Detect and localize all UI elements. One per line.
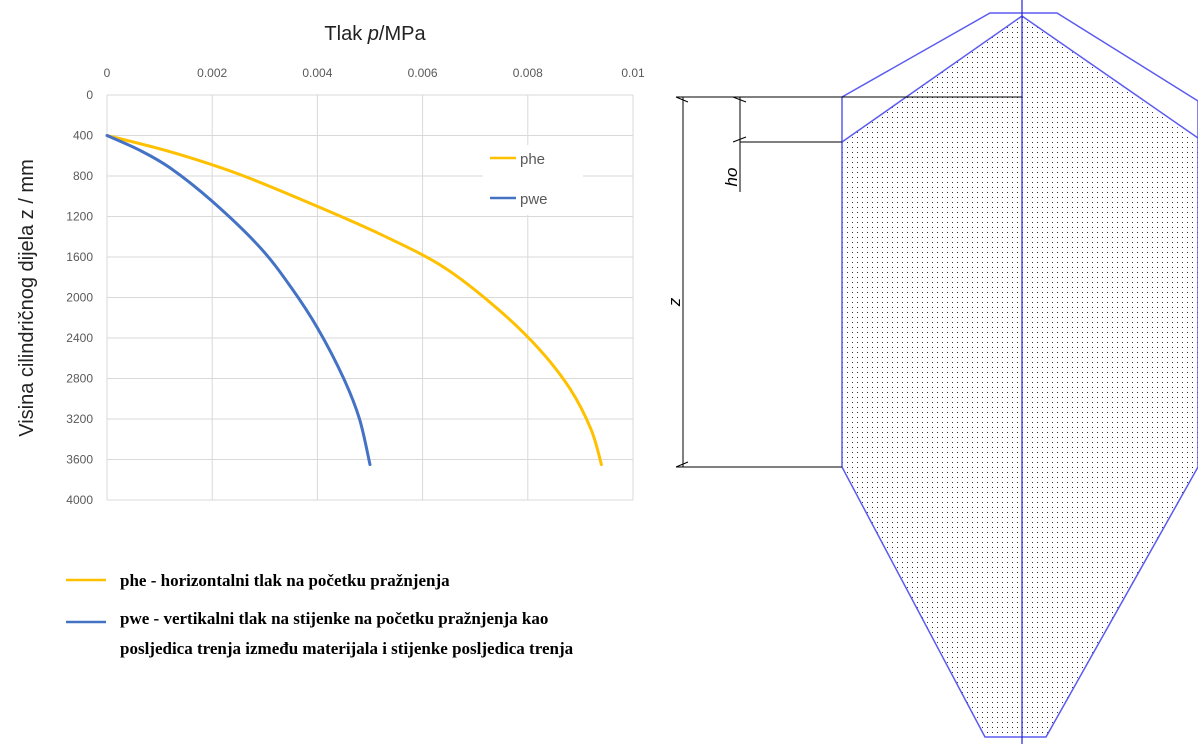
y-tick-labels: 0 400 800 1200 1600 2000 2400 2800 3200 3600 4000 (66, 88, 93, 507)
chart-legend: phe pwe (483, 145, 583, 215)
y-tick-label: 3600 (66, 453, 93, 467)
legend-descriptions: phe - horizontalni tlak na početku pražn… (66, 571, 574, 658)
series-line-pwe (105, 134, 372, 467)
y-tick-label: 2400 (66, 331, 93, 345)
series-lines (105, 134, 603, 467)
x-tick-labels: 0 0.002 0.004 0.006 0.008 0.01 (104, 66, 645, 80)
x-tick-label: 0.008 (513, 66, 543, 80)
y-tick-label: 0 (86, 88, 93, 102)
note-pwe-line-1: pwe - vertikalni tlak na stijenke na poč… (120, 609, 548, 628)
legend-label-phe: phe (520, 151, 545, 168)
dimension-lines (675, 96, 1022, 468)
y-tick-label: 1200 (66, 210, 93, 224)
y-tick-label: 4000 (66, 493, 93, 507)
legend-label-pwe: pwe (520, 191, 548, 208)
y-tick-label: 2000 (66, 291, 93, 305)
note-phe: phe - horizontalni tlak na početku pražn… (120, 571, 450, 590)
y-tick-label: 3200 (66, 412, 93, 426)
ho-label: ho (722, 168, 741, 187)
x-tick-label: 0.006 (408, 66, 438, 80)
x-tick-label: 0.01 (621, 66, 645, 80)
x-axis-title: Tlak p/MPa (324, 23, 426, 45)
series-line-phe (105, 134, 603, 467)
y-tick-label: 800 (73, 169, 93, 183)
note-pwe-line-2: posljedica trenja između materijala i st… (120, 639, 574, 658)
y-axis-title: Visina cilindričnog dijela z / mm (16, 159, 38, 437)
y-tick-label: 400 (73, 129, 93, 143)
bulk-material-fill (842, 16, 1198, 737)
z-label: z (665, 297, 684, 307)
y-tick-label: 2800 (66, 372, 93, 386)
gridlines (106, 94, 634, 501)
y-tick-label: 1600 (66, 250, 93, 264)
x-tick-label: 0.002 (197, 66, 227, 80)
silo-diagram: ho z (665, 0, 1198, 744)
x-tick-label: 0.004 (302, 66, 332, 80)
pressure-chart: Tlak p/MPa Visina cilindričnog dijela z … (16, 23, 645, 507)
x-tick-label: 0 (104, 66, 111, 80)
